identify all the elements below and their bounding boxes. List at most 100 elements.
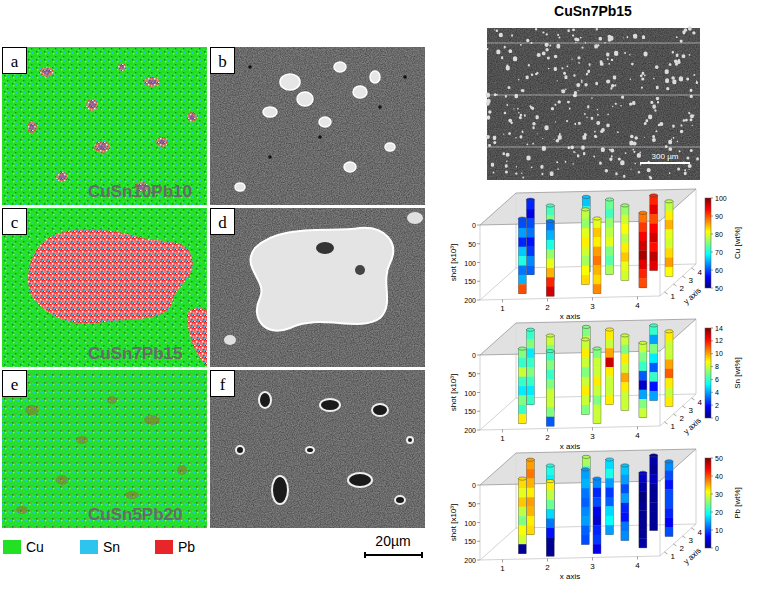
z-tick-label: 0: [472, 482, 476, 489]
column-segment: [581, 219, 589, 229]
column-cap: [546, 204, 554, 207]
column-segment: [546, 389, 554, 399]
pb-particle: [27, 121, 37, 133]
x-tick-label: 4: [635, 561, 640, 570]
column-cap: [593, 347, 601, 350]
column-segment: [526, 367, 534, 377]
pb-core: [59, 175, 65, 180]
colorbar-tick-label: 70: [715, 249, 723, 256]
column-segment: [650, 224, 658, 234]
x-tick: [592, 558, 593, 561]
column-outline: [546, 466, 554, 541]
column-segment: [639, 232, 647, 242]
column-segment: [518, 256, 526, 266]
column-segment: [581, 238, 589, 248]
figure: CuSn10Pb10abCuSn7Pb15cdCuSn5Pb20efCuSnPb…: [0, 0, 757, 595]
column-segment: [665, 258, 673, 268]
column-segment: [546, 370, 554, 380]
column-segment: [621, 531, 629, 541]
column-segment: [621, 494, 629, 504]
colorbar-tick: [711, 328, 713, 329]
y-tick: [674, 414, 677, 416]
box-edge: [696, 449, 697, 524]
column-segment: [606, 516, 614, 526]
pb-particle: [86, 99, 98, 111]
column-segment: [593, 358, 601, 368]
column-segment: [665, 229, 673, 239]
pb-particle: [385, 143, 395, 151]
columns: [518, 454, 673, 557]
column-segment: [593, 265, 601, 275]
column-segment: [650, 205, 658, 215]
column-outline: [650, 325, 658, 400]
column-segment: [518, 358, 526, 368]
column-segment: [621, 215, 629, 225]
column-segment: [639, 482, 647, 492]
column-segment: [593, 237, 601, 247]
column-cap: [639, 341, 647, 344]
column-segment: [526, 228, 534, 238]
column-cap: [581, 338, 589, 341]
pb-particle: [107, 396, 117, 404]
z-tick-label: 50: [468, 241, 476, 248]
colorbar-tick: [711, 548, 713, 549]
column-outline: [665, 331, 673, 406]
column-cap: [546, 350, 554, 353]
column-outline: [582, 197, 590, 272]
column-outline: [518, 479, 526, 554]
column-segment: [518, 228, 526, 238]
inset-scale-bar: [640, 162, 690, 164]
column-cap: [582, 325, 590, 328]
column-segment: [581, 266, 589, 276]
column-segment: [650, 233, 658, 243]
column-cap: [518, 217, 526, 220]
z-tick: [477, 373, 480, 374]
column-cap: [546, 464, 554, 467]
pore: [372, 404, 388, 416]
column-segment: [546, 398, 554, 408]
column-segment: [650, 242, 658, 252]
column-segment: [639, 510, 647, 520]
column-outline: [546, 481, 554, 556]
column-segment: [526, 247, 534, 257]
column-segment: [593, 284, 601, 294]
column-outline: [582, 457, 590, 532]
panel: CuSn5Pb20e: [2, 370, 207, 528]
column-segment: [518, 488, 526, 498]
column-segment: [518, 284, 526, 294]
x-tick: [502, 430, 503, 433]
column-segment: [526, 497, 534, 507]
column-segment: [518, 516, 526, 526]
column-segment: [606, 265, 614, 275]
column-segment: [606, 246, 614, 256]
column-cap: [621, 204, 629, 207]
column-segment: [546, 537, 554, 547]
column-segment: [606, 488, 614, 498]
column-segment: [526, 237, 534, 247]
column-segment: [518, 414, 526, 424]
column-segment: [581, 507, 589, 517]
legend-swatch: [3, 540, 21, 554]
column-segment: [593, 377, 601, 387]
colorbar-tick-label: 100: [715, 195, 727, 202]
column-segment: [581, 275, 589, 285]
panel-label: f: [220, 375, 226, 394]
column-segment: [621, 243, 629, 253]
column-segment: [593, 256, 601, 266]
colorbar-tick: [711, 458, 713, 459]
column-segment: [606, 478, 614, 488]
panel: d: [210, 208, 425, 367]
z-tick: [477, 541, 480, 542]
column-cap: [665, 460, 673, 463]
x-tick: [637, 297, 638, 300]
z-tick: [477, 411, 480, 412]
box-edge: [660, 481, 661, 556]
column-segment: [593, 414, 601, 424]
panel-label-box: [3, 48, 27, 74]
box-edge: [696, 319, 697, 394]
pore: [403, 75, 407, 79]
column-segment: [606, 497, 614, 507]
column-cap: [621, 464, 629, 467]
column-segment: [526, 358, 534, 368]
colorbar-tick-label: 50: [715, 455, 723, 462]
